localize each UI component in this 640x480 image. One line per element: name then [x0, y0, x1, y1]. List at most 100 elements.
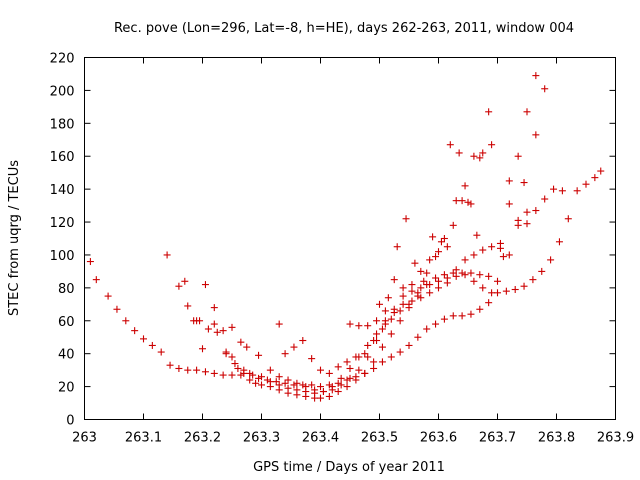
data-point	[113, 305, 121, 313]
data-point	[399, 300, 407, 308]
data-point	[514, 152, 522, 160]
data-point	[381, 317, 389, 325]
data-point	[532, 131, 540, 139]
data-point	[299, 381, 307, 389]
data-point	[352, 376, 360, 384]
data-point	[163, 251, 171, 259]
data-point	[222, 350, 230, 358]
data-point	[193, 366, 201, 374]
data-point	[479, 246, 487, 254]
y-tick-label: 220	[50, 52, 75, 67]
data-point	[435, 277, 442, 285]
data-point	[435, 248, 442, 256]
data-point	[458, 269, 466, 277]
data-point	[432, 274, 440, 282]
plot-frame	[84, 57, 616, 420]
data-point	[346, 364, 354, 372]
data-point	[201, 281, 209, 289]
x-tick-label: 263.8	[538, 431, 575, 446]
y-tick-label: 160	[50, 150, 75, 165]
data-point	[308, 381, 316, 389]
data-point	[464, 198, 472, 206]
data-point	[514, 216, 522, 224]
x-tick-label: 263.1	[125, 431, 162, 446]
data-point	[461, 182, 469, 190]
data-point	[255, 351, 263, 359]
x-axis: 263 263.1 263.2 263.3 263.4 263.5 263.6 263.7 26…	[72, 57, 634, 446]
y-tick-label: 200	[50, 84, 75, 99]
data-point	[390, 276, 398, 284]
data-point	[488, 141, 496, 149]
y-tick-label: 20	[58, 381, 75, 396]
data-point	[396, 348, 404, 356]
data-point	[414, 289, 422, 297]
data-point	[458, 197, 466, 205]
data-point	[449, 221, 457, 229]
data-point	[417, 267, 425, 275]
data-point	[432, 253, 440, 261]
data-point	[213, 328, 221, 336]
data-point	[476, 154, 484, 162]
data-point	[452, 272, 460, 280]
data-point	[210, 304, 218, 312]
data-point	[122, 317, 130, 325]
data-point	[381, 307, 389, 315]
data-point	[228, 371, 236, 379]
data-point	[420, 277, 428, 285]
data-point	[440, 271, 448, 279]
data-point	[228, 353, 236, 361]
data-point	[417, 284, 425, 292]
data-point	[408, 281, 416, 289]
data-point	[334, 388, 342, 396]
data-point	[505, 200, 513, 208]
data-point	[449, 269, 457, 277]
data-point	[228, 323, 236, 331]
data-point	[532, 207, 540, 215]
data-point	[443, 279, 451, 287]
data-point	[405, 300, 413, 308]
data-point	[140, 335, 147, 343]
data-point	[435, 284, 442, 292]
data-point	[411, 259, 419, 267]
data-point	[343, 376, 351, 384]
data-point	[343, 358, 351, 366]
data-point	[423, 269, 431, 277]
data-point	[361, 350, 369, 358]
data-point	[317, 366, 324, 374]
data-point	[476, 271, 484, 279]
data-points	[86, 72, 605, 402]
data-point	[597, 167, 605, 175]
data-point	[582, 180, 590, 188]
data-point	[378, 325, 386, 333]
data-point	[86, 258, 94, 266]
data-point	[387, 330, 395, 338]
data-point	[290, 343, 298, 351]
x-tick-label: 263.9	[597, 431, 634, 446]
y-tick-label: 80	[58, 282, 75, 297]
data-point	[370, 358, 378, 366]
data-point	[485, 272, 493, 280]
data-point	[210, 369, 218, 377]
data-point	[417, 294, 425, 302]
data-point	[476, 305, 484, 313]
data-point	[402, 215, 410, 223]
x-axis-label: GPS time / Days of year 2011	[253, 460, 445, 475]
data-point	[470, 277, 478, 285]
data-point	[378, 343, 386, 351]
data-point	[252, 379, 260, 387]
data-point	[266, 378, 274, 386]
data-point	[370, 364, 378, 372]
data-point	[255, 374, 263, 382]
data-point	[325, 392, 333, 400]
data-point	[426, 281, 434, 289]
data-point	[387, 353, 395, 361]
x-tick-label: 263.7	[479, 431, 516, 446]
data-point	[148, 341, 156, 349]
data-point	[210, 320, 218, 328]
y-tick-label: 120	[50, 216, 75, 231]
data-point	[231, 360, 239, 368]
data-point	[237, 338, 245, 346]
data-point	[440, 235, 448, 242]
